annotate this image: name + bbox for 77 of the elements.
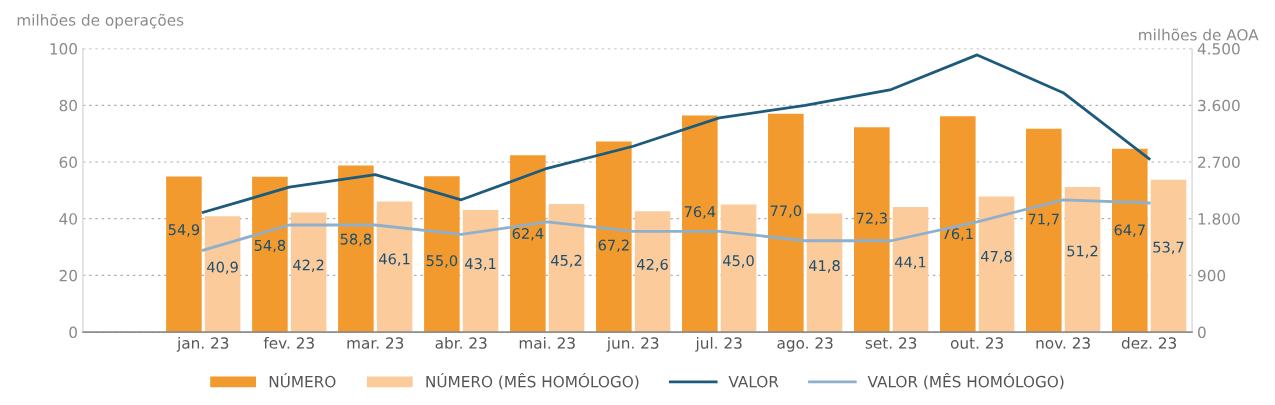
data-label: 67,2 [598,239,629,253]
legend-label: NÚMERO [269,373,336,388]
data-label: 42,6 [637,258,668,272]
data-label: 64,7 [1114,224,1145,237]
bar [634,211,671,333]
x-tick-label: mai. 23 [519,336,575,349]
data-label: 58,8 [340,233,372,247]
legend-label: NÚMERO (MÊS HOMÓLOGO) [426,373,639,390]
data-label: 40,9 [207,261,238,275]
x-tick-label: out. 23 [950,337,1004,349]
y2-tick-label: 0 [1197,326,1206,339]
y-tick-label: 20 [59,269,77,282]
bar [1064,186,1101,333]
bar [720,204,757,333]
y2-tick-label: 3.600 [1198,99,1240,112]
data-label: 55,0 [426,255,458,268]
x-tick-label: jun. 23 [606,336,659,352]
data-label: 54,9 [168,224,200,237]
data-label: 53,7 [1153,241,1184,255]
bar [1026,128,1062,333]
data-label: 46,1 [379,253,410,266]
data-label: 62,4 [512,228,544,241]
bar [892,207,929,333]
bar [978,196,1015,333]
bar [510,155,546,333]
x-tick-label: jul. 23 [695,336,742,352]
x-tick-label: dez. 23 [1121,336,1177,349]
x-tick-label: ago. 23 [777,337,833,352]
data-label: 54,8 [254,239,286,253]
data-label: 51,2 [1067,245,1098,258]
bar [596,141,632,333]
x-tick-label: fev. 23 [263,336,314,349]
x-tick-label: mar. 23 [347,337,404,349]
y2-tick-label: 4.500 [1197,43,1240,55]
data-label: 45,2 [551,254,582,268]
bar [204,216,241,333]
x-tick-label: nov. 23 [1036,337,1090,349]
y-axis-title: milhões de operações [17,13,184,29]
y-tick-label: 60 [59,156,77,169]
bar [768,113,804,333]
y2-tick-label: 1.800 [1198,213,1240,225]
bar [338,165,374,333]
x-tick-label: abr. 23 [435,336,487,349]
data-label: 41,8 [809,260,840,273]
data-label: 42,2 [293,259,324,273]
y2-axis-title: milhões de AOA [1139,28,1259,41]
bar [462,209,499,333]
data-label: 77,0 [770,205,802,218]
bar [166,176,202,333]
legend-label: VALOR (MÊS HOMÓLOGO) [867,373,1064,390]
y2-tick-label: 2.700 [1198,156,1240,169]
bar [854,127,890,333]
bar [940,116,976,333]
data-label: 45,0 [723,255,754,268]
legend-label: VALOR [728,375,779,388]
bar [548,203,585,333]
data-label: 71,7 [1028,213,1059,227]
data-label: 43,1 [465,258,496,271]
bar [290,212,327,333]
y-tick-label: 0 [69,326,77,339]
data-label: 76,4 [684,206,716,219]
bar [806,213,843,333]
bar [1111,148,1148,333]
x-tick-label: set. 23 [865,337,917,349]
y-tick-label: 40 [59,213,77,225]
y-tick-label: 100 [50,43,77,55]
bar [252,176,288,333]
bar [424,176,460,333]
bar [1150,179,1187,333]
bar [376,201,413,333]
y-tick-label: 80 [59,99,77,112]
y2-tick-label: 900 [1197,269,1226,282]
data-label: 72,3 [856,212,887,226]
data-label: 44,1 [894,256,926,270]
data-label: 47,8 [980,250,1012,264]
x-tick-label: jan. 23 [176,336,229,352]
bar [682,115,718,333]
